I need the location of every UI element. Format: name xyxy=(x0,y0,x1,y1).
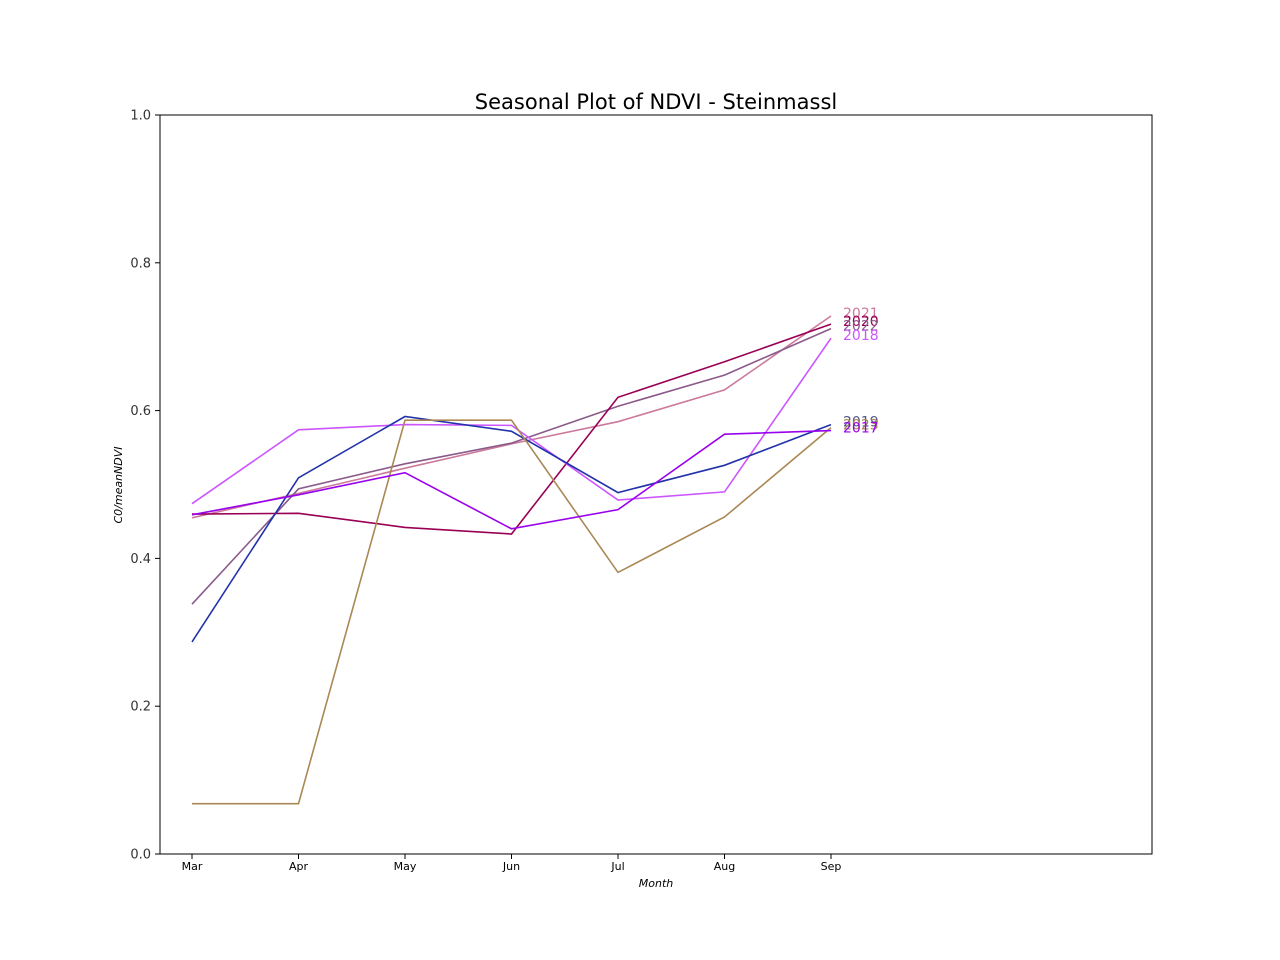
y-tick-label: 0.0 xyxy=(130,848,151,863)
y-tick-label: 0.2 xyxy=(130,700,151,715)
series-line-2018 xyxy=(191,337,832,505)
series-end-label: 2020 xyxy=(843,314,879,330)
series-lines xyxy=(191,315,832,805)
series-end-label: 2018 xyxy=(843,328,879,344)
x-tick-label: Jul xyxy=(610,860,624,873)
y-axis-label: C0/meanNDVI xyxy=(112,446,125,523)
chart-title: Seasonal Plot of NDVI - Steinmassl xyxy=(475,90,837,114)
x-ticks: Mar Apr May Jun Jul Aug Sep xyxy=(182,854,842,873)
y-tick-label: 0.8 xyxy=(130,256,151,271)
series-line-2019 xyxy=(191,415,832,643)
y-tick-label: 0.6 xyxy=(130,404,151,419)
plot-frame xyxy=(159,114,1153,855)
x-axis-label: Month xyxy=(639,877,674,890)
y-tick-label: 0.4 xyxy=(130,552,151,567)
y-tick-label: 1.0 xyxy=(130,109,151,124)
series-end-label: 2023 xyxy=(843,418,879,434)
x-tick-label: Sep xyxy=(821,860,842,873)
x-tick-label: Jun xyxy=(502,860,520,873)
series-end-label: 2019 xyxy=(843,415,879,431)
series-end-label: 2021 xyxy=(843,306,879,322)
series-line-2022 xyxy=(191,327,832,605)
series-line-2017 xyxy=(191,429,832,530)
series-line-2023 xyxy=(192,419,832,805)
series-line-2021 xyxy=(191,315,832,519)
y-ticks: 0.0 0.2 0.4 0.6 0.8 1.0 xyxy=(130,109,160,863)
x-tick-label: Mar xyxy=(182,860,203,873)
series-end-label: 2022 xyxy=(843,319,879,335)
x-tick-label: Aug xyxy=(714,860,735,873)
series-end-label: 2017 xyxy=(843,421,879,437)
x-tick-label: May xyxy=(394,860,417,873)
series-line-2020 xyxy=(191,323,832,535)
x-tick-label: Apr xyxy=(289,860,309,873)
